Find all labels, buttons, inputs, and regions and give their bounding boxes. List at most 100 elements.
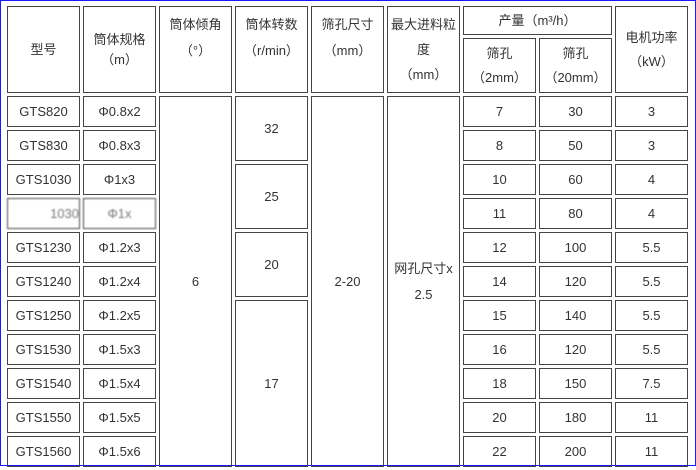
header-feed-label2: 度 (416, 42, 430, 57)
cell-model: 1030 (7, 198, 80, 229)
cell-spec: Φ1x (83, 198, 156, 229)
cell-cap-2mm: 16 (463, 334, 536, 365)
header-screen: 筛孔尺寸 （mm） (311, 6, 384, 93)
cell-spec: Φ1x3 (83, 164, 156, 195)
header-speed-unit: （r/min） (244, 43, 299, 58)
cell-feed-line1: 网孔尺寸x (394, 260, 453, 276)
header-spec-label: 筒体规格 (93, 31, 146, 47)
cell-cap-2mm: 20 (463, 402, 536, 433)
table-row: GTS1550 Φ1.5x5 20 180 11 (7, 402, 688, 433)
table-row: GTS830 Φ0.8x3 8 50 3 (7, 130, 688, 161)
cell-spec: Φ1.2x3 (83, 232, 156, 263)
header-power-label: 电机功率 (625, 29, 678, 45)
cell-model: GTS1550 (7, 402, 80, 433)
header-cap-2mm-unit: （2mm） (472, 69, 527, 85)
cell-power: 4 (615, 198, 688, 229)
cell-cap-2mm: 11 (463, 198, 536, 229)
header-cap-20mm-label: 筛孔 (562, 45, 589, 61)
cell-power: 5.5 (615, 334, 688, 365)
cell-cap-20mm: 80 (539, 198, 612, 229)
cell-power: 5.5 (615, 266, 688, 297)
cell-spec: Φ0.8x3 (83, 130, 156, 161)
cell-cap-2mm: 8 (463, 130, 536, 161)
header-angle: 筒体倾角 （°） (159, 6, 232, 93)
header-spec-unit: （m） (101, 51, 138, 67)
header-speed: 筒体转数 （r/min） (235, 6, 308, 93)
table-row: GTS1250 Φ1.2x5 17 15 140 5.5 (7, 300, 688, 467)
cell-model: GTS1560 (7, 436, 80, 467)
cell-cap-20mm: 180 (539, 402, 612, 433)
header-feed-label: 最大进料粒 (390, 17, 456, 32)
cell-spec: Φ1.2x5 (83, 300, 156, 331)
header-capacity: 产量（m³/h） (463, 6, 612, 35)
header-power: 电机功率 （kW） (615, 6, 688, 93)
cell-model: GTS1250 (7, 300, 80, 331)
header-cap-2mm: 筛孔 （2mm） (463, 38, 536, 93)
header-cap-20mm: 筛孔 （20mm） (539, 38, 612, 93)
header-screen-label: 筛孔尺寸 (321, 17, 374, 32)
cell-angle: 6 (159, 96, 232, 467)
cell-speed: 17 (235, 300, 308, 467)
cell-power: 11 (615, 402, 688, 433)
cell-spec: Φ1.2x4 (83, 266, 156, 297)
header-screen-unit: （mm） (323, 43, 372, 58)
cell-cap-20mm: 30 (539, 96, 612, 127)
cell-model: GTS820 (7, 96, 80, 127)
header-cap-2mm-label: 筛孔 (486, 45, 513, 61)
header-spec: 筒体规格 （m） (83, 6, 156, 93)
cell-spec: Φ1.5x3 (83, 334, 156, 365)
cell-power: 7.5 (615, 368, 688, 399)
table-row: GTS1530 Φ1.5x3 16 120 5.5 (7, 334, 688, 365)
cell-power: 4 (615, 164, 688, 195)
cell-model: GTS1230 (7, 232, 80, 263)
cell-power: 5.5 (615, 232, 688, 263)
cell-cap-20mm: 120 (539, 266, 612, 297)
table-row: GTS1540 Φ1.5x4 18 150 7.5 (7, 368, 688, 399)
cell-feed-line2: 2.5 (414, 286, 433, 302)
cell-model: GTS1540 (7, 368, 80, 399)
header-power-unit: （kW） (629, 53, 674, 69)
header-feed: 最大进料粒度 （mm） (387, 6, 460, 93)
header-cap-20mm-unit: （20mm） (544, 69, 607, 85)
cell-cap-2mm: 14 (463, 266, 536, 297)
table-row: 1030 Φ1x 11 80 4 (7, 198, 688, 229)
cell-power: 3 (615, 96, 688, 127)
cell-feed: 网孔尺寸x 2.5 (387, 96, 460, 467)
table-row: GTS820 Φ0.8x2 6 32 2-20 网孔尺寸x 2.5 7 30 3 (7, 96, 688, 467)
cell-spec: Φ1.5x5 (83, 402, 156, 433)
spec-table: 型号 筒体规格 （m） 筒体倾角 （°） 筒体转数 （r/min） 筛孔尺寸 （mm） … (4, 3, 691, 470)
cell-speed: 25 (235, 164, 308, 229)
cell-spec: Φ0.8x2 (83, 96, 156, 127)
table-row: GTS1230 Φ1.2x3 20 12 100 5.5 (7, 232, 688, 297)
cell-cap-20mm: 200 (539, 436, 612, 467)
cell-cap-20mm: 100 (539, 232, 612, 263)
header-speed-label: 筒体转数 (245, 17, 298, 32)
header-feed-unit: （mm） (399, 67, 448, 82)
cell-power: 11 (615, 436, 688, 467)
cell-speed: 32 (235, 96, 308, 161)
cell-model: GTS830 (7, 130, 80, 161)
cell-cap-2mm: 15 (463, 300, 536, 331)
header-angle-label: 筒体倾角 (169, 17, 222, 32)
cell-power: 3 (615, 130, 688, 161)
cell-cap-20mm: 150 (539, 368, 612, 399)
table-row: GTS1240 Φ1.2x4 14 120 5.5 (7, 266, 688, 297)
cell-cap-2mm: 18 (463, 368, 536, 399)
cell-cap-2mm: 10 (463, 164, 536, 195)
cell-cap-20mm: 140 (539, 300, 612, 331)
cell-cap-20mm: 120 (539, 334, 612, 365)
cell-spec: Φ1.5x4 (83, 368, 156, 399)
header-model: 型号 (7, 6, 80, 93)
cell-power: 5.5 (615, 300, 688, 331)
cell-cap-2mm: 22 (463, 436, 536, 467)
cell-screen: 2-20 (311, 96, 384, 467)
cell-model: GTS1530 (7, 334, 80, 365)
cell-cap-2mm: 12 (463, 232, 536, 263)
cell-cap-20mm: 50 (539, 130, 612, 161)
cell-cap-2mm: 7 (463, 96, 536, 127)
cell-speed: 20 (235, 232, 308, 297)
cell-model: GTS1240 (7, 266, 80, 297)
cell-model: GTS1030 (7, 164, 80, 195)
cell-cap-20mm: 60 (539, 164, 612, 195)
cell-spec: Φ1.5x6 (83, 436, 156, 467)
